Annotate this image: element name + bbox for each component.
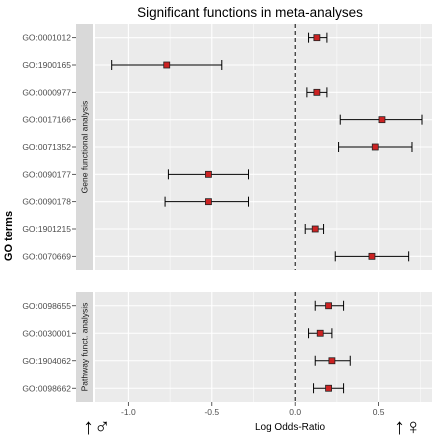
facet-strip-label: Pathway funct. analysis <box>80 303 90 392</box>
facet-strip-label: Gene functional analysis <box>80 101 90 194</box>
estimate-point <box>368 252 376 260</box>
chart-title: Significant functions in meta-analyses <box>137 5 363 20</box>
estimate-point <box>313 88 321 96</box>
y-tick-label: GO:0071352 <box>22 142 71 152</box>
estimate-point <box>316 329 324 337</box>
x-tick-label: 0.0 <box>289 407 301 417</box>
y-axis-title: GO terms <box>3 211 15 261</box>
x-axis-title: Log Odds-Ratio <box>255 422 325 433</box>
y-tick-label: GO:0001012 <box>22 33 71 43</box>
estimate-point <box>313 34 321 42</box>
y-tick-label: GO:0090177 <box>22 169 71 179</box>
estimate-point <box>163 61 171 69</box>
facet-strip <box>76 292 93 402</box>
y-tick-label: GO:1900165 <box>22 60 71 70</box>
y-tick-label: GO:0090178 <box>22 197 71 207</box>
estimate-point <box>325 302 332 310</box>
facet-strip <box>76 24 93 270</box>
y-tick-label: GO:0098655 <box>22 301 71 311</box>
male-symbol: ↑♂ <box>83 414 111 439</box>
y-tick-label: GO:1904062 <box>22 356 71 366</box>
x-tick-label: -1.0 <box>121 407 136 417</box>
y-tick-label: GO:0070669 <box>22 251 71 261</box>
x-tick-label: 0.5 <box>373 407 385 417</box>
estimate-point <box>311 225 319 233</box>
y-tick-label: GO:0000977 <box>22 87 71 97</box>
facet-panel <box>95 292 432 402</box>
estimate-point <box>205 198 212 206</box>
estimate-point <box>371 143 379 151</box>
estimate-point <box>325 384 332 392</box>
estimate-point <box>378 116 386 124</box>
y-tick-label: GO:0017166 <box>22 115 71 125</box>
estimate-point <box>328 357 336 365</box>
y-tick-label: GO:0030001 <box>22 328 71 338</box>
y-tick-label: GO:0098662 <box>22 383 71 393</box>
y-tick-label: GO:1901215 <box>22 224 71 234</box>
x-tick-label: -0.5 <box>204 407 219 417</box>
female-symbol: ↑♀ <box>394 414 422 439</box>
estimate-point <box>205 170 212 178</box>
